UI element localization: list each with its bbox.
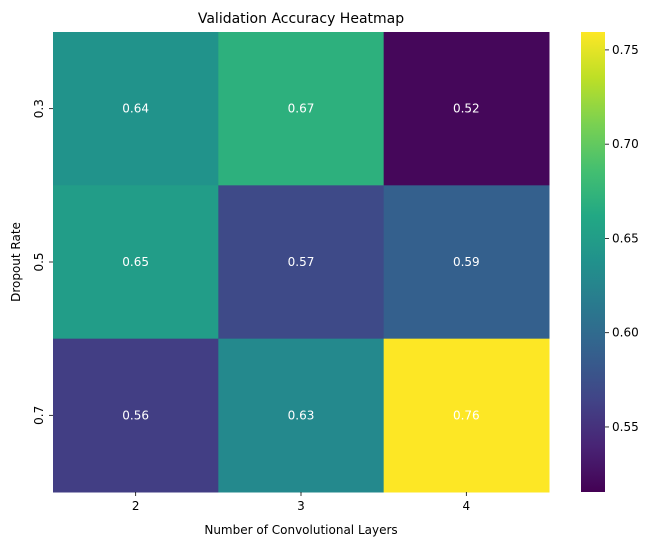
y-tick-label: 0.3 [32, 99, 46, 118]
colorbar-ticks: 0.55 0.60 0.65 0.70 0.75 [605, 43, 639, 434]
heatmap-cell-label: 0.67 [288, 102, 315, 116]
colorbar-tick-label: 0.75 [612, 43, 639, 57]
heatmap-cell [218, 185, 385, 340]
heatmap-cell [383, 338, 550, 493]
heatmap-cell-label: 0.56 [122, 408, 149, 422]
y-tick-label: 0.5 [32, 252, 46, 271]
colorbar-tick-label: 0.55 [612, 420, 639, 434]
heatmap-cell-label: 0.63 [288, 408, 315, 422]
heatmap-cell-label: 0.57 [288, 255, 315, 269]
colorbar-tick-label: 0.65 [612, 231, 639, 245]
chart-title: Validation Accuracy Heatmap [198, 11, 404, 27]
heatmap-cell-labels: 0.64 0.67 0.52 0.65 0.57 0.59 0.56 0.63 0.76 [122, 102, 479, 423]
heatmap-cells [53, 32, 550, 493]
x-axis-title: Number of Convolutional Layers [204, 523, 397, 537]
x-axis: 2 3 4 [132, 492, 470, 513]
heatmap-cell [53, 338, 219, 493]
heatmap-cell [218, 338, 385, 493]
heatmap-cell-label: 0.59 [453, 255, 480, 269]
x-tick-label: 3 [297, 499, 305, 513]
x-tick-label: 2 [132, 499, 140, 513]
heatmap-cell-label: 0.64 [122, 102, 149, 116]
heatmap-cell-label: 0.65 [122, 255, 149, 269]
y-axis: 0.3 0.5 0.7 [32, 99, 53, 425]
heatmap-cell-label: 0.76 [453, 408, 480, 422]
colorbar-tick-label: 0.60 [612, 326, 639, 340]
colorbar-tick-label: 0.70 [612, 137, 639, 151]
y-tick-label: 0.7 [32, 406, 46, 425]
heatmap-cell [383, 32, 550, 186]
heatmap-cell [218, 32, 385, 186]
y-axis-title: Dropout Rate [9, 222, 23, 302]
heatmap-cell [53, 185, 219, 340]
heatmap-cell [383, 185, 550, 340]
heatmap-cell-label: 0.52 [453, 102, 480, 116]
x-tick-label: 4 [463, 499, 471, 513]
colorbar [581, 32, 605, 492]
heatmap-cell [53, 32, 219, 186]
